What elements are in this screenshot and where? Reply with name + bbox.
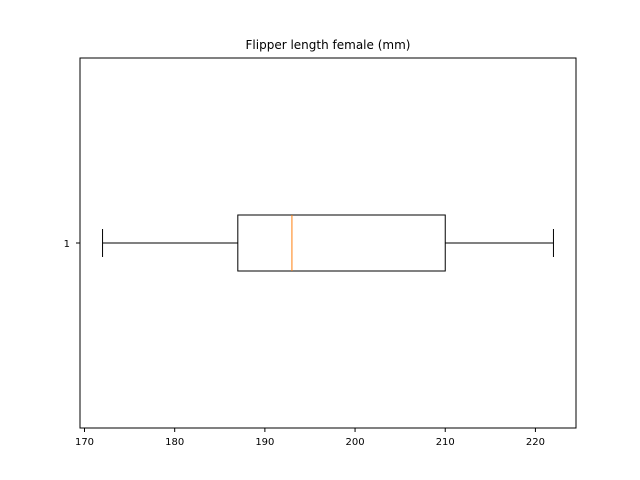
x-tick-label: 180 [165,437,184,448]
x-tick-label: 220 [526,437,545,448]
x-tick-label: 190 [255,437,274,448]
y-axis: 1 [64,239,80,250]
x-tick-label: 170 [75,437,94,448]
plot-area [102,214,554,272]
chart-title: Flipper length female (mm) [246,38,411,52]
y-tick-label: 1 [64,239,70,250]
x-tick-label: 210 [436,437,455,448]
x-axis: 170 180 190 200 210 220 [75,428,545,448]
x-tick-label: 200 [346,437,365,448]
box-iqr [237,214,446,272]
